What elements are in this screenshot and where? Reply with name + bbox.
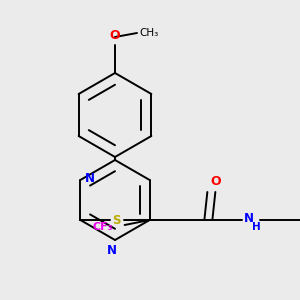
Text: N: N: [85, 172, 95, 184]
Text: O: O: [210, 175, 221, 188]
Text: S: S: [112, 214, 121, 226]
Text: H: H: [252, 222, 261, 232]
Text: N: N: [244, 212, 254, 226]
Text: CF₃: CF₃: [92, 222, 112, 232]
Text: O: O: [110, 29, 120, 42]
Text: N: N: [107, 244, 117, 257]
Text: CH₃: CH₃: [139, 28, 158, 38]
